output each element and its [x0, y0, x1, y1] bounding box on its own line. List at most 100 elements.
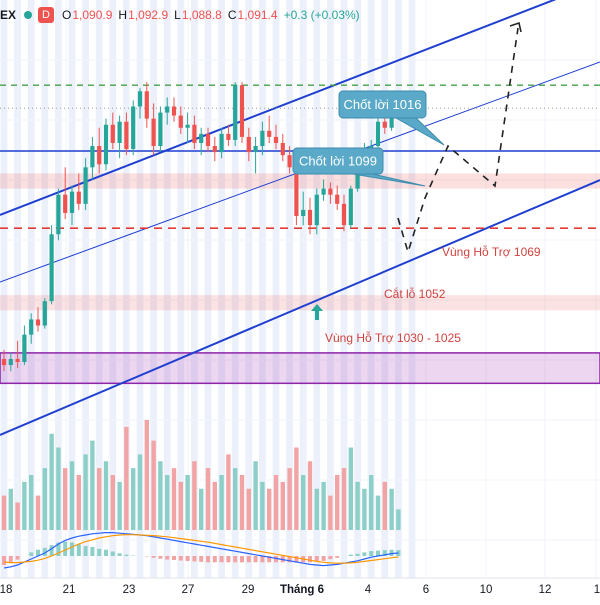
candle-body: [179, 116, 183, 128]
candle-body: [213, 146, 217, 152]
candle-body: [206, 134, 210, 146]
candle: [36, 307, 40, 331]
interval-badge[interactable]: D: [38, 7, 54, 23]
candle-body: [138, 91, 142, 106]
volume-bar: [294, 448, 298, 531]
volume-bar: [315, 489, 319, 530]
x-tick-label: 10: [480, 584, 493, 596]
macd-histogram-bar: [254, 556, 258, 562]
candle: [281, 134, 285, 161]
candle-body: [29, 319, 33, 334]
candle-body: [342, 204, 346, 225]
candle-body: [233, 85, 237, 140]
candle-body: [335, 195, 339, 204]
volume-bar: [36, 496, 40, 530]
macd-histogram-bar: [220, 556, 224, 562]
macd-histogram-bar: [152, 556, 156, 558]
candle-body: [50, 234, 54, 301]
symbol-label[interactable]: EX: [0, 8, 16, 22]
candle-body: [165, 106, 169, 112]
volume-bar: [335, 475, 339, 530]
candle: [158, 106, 162, 152]
volume-bar: [274, 475, 278, 530]
high-label: H: [118, 8, 127, 22]
x-tick-label: 23: [123, 584, 136, 596]
candle-body: [124, 122, 128, 149]
volume-bar: [77, 475, 81, 530]
macd-histogram-bar: [362, 552, 366, 556]
volume-bar: [63, 468, 67, 530]
take-profit-1-callout-text: Chốt lời 1016: [344, 97, 422, 112]
macd-histogram-bar: [179, 556, 183, 561]
macd-histogram-bar: [322, 556, 326, 561]
volume-bar: [83, 454, 87, 530]
volume-bar: [145, 420, 149, 530]
candle-body: [104, 125, 108, 165]
volume-bar: [117, 482, 121, 530]
volume-bar: [233, 468, 237, 530]
candle-body: [220, 134, 224, 152]
macd-histogram-bar: [192, 556, 196, 561]
macd-histogram-bar: [335, 556, 339, 558]
candle-body: [2, 359, 6, 365]
volume-bar: [389, 489, 393, 530]
candle-body: [77, 192, 81, 204]
volume-bar: [29, 475, 33, 530]
macd-histogram-bar: [186, 556, 190, 561]
volume-bar: [260, 482, 264, 530]
macd-histogram-bar: [165, 556, 169, 560]
volume-bar: [362, 489, 366, 530]
macd-histogram-bar: [50, 545, 54, 556]
candle: [43, 298, 47, 328]
candle: [118, 116, 122, 159]
macd-histogram-bar: [247, 556, 251, 562]
candle-body: [328, 189, 332, 195]
volume-bar: [213, 482, 217, 530]
candle-body: [36, 319, 40, 325]
macd-histogram-bar: [70, 543, 74, 557]
x-tick-label: 6: [423, 584, 429, 596]
candle-body: [70, 192, 74, 213]
macd-histogram-bar: [97, 549, 101, 556]
candle: [104, 119, 108, 171]
candle: [240, 82, 244, 143]
volume-bar: [49, 434, 53, 530]
volume-bar: [226, 454, 230, 530]
open-label: O: [62, 8, 71, 22]
candle-body: [9, 359, 13, 365]
volume-bar: [321, 482, 325, 530]
candle-body: [111, 125, 115, 143]
x-tick-label: 4: [365, 584, 372, 596]
candle-body: [158, 113, 162, 146]
volume-bar: [138, 454, 142, 530]
volume-bar: [192, 461, 196, 530]
candle-body: [118, 122, 122, 143]
candle-body: [192, 125, 196, 143]
volume-bar: [328, 496, 332, 530]
candle-body: [97, 146, 101, 164]
candle-body: [288, 155, 292, 167]
volume-bar: [151, 441, 155, 530]
candle-body: [281, 143, 285, 155]
volume-bar: [376, 496, 380, 530]
volume-bar: [104, 461, 108, 530]
volume-bar: [287, 468, 291, 530]
candle-body: [376, 122, 380, 146]
volume-bar: [124, 427, 128, 530]
candle-body: [226, 134, 230, 140]
candle-body: [301, 210, 305, 216]
volume-bar: [70, 461, 74, 530]
candle-body: [315, 195, 319, 225]
candle: [56, 189, 60, 241]
candle: [145, 82, 149, 128]
macd-histogram-bar: [240, 556, 244, 562]
ohlc-legend: EX D O 1,090.9 H 1,092.9 L 1,088.8 C 1,0…: [0, 6, 360, 24]
session-band: [1, 0, 8, 578]
x-tick-label: 12: [539, 584, 552, 596]
macd-histogram-bar: [233, 556, 237, 562]
macd-histogram-bar: [29, 552, 33, 556]
macd-histogram-bar: [328, 556, 332, 559]
